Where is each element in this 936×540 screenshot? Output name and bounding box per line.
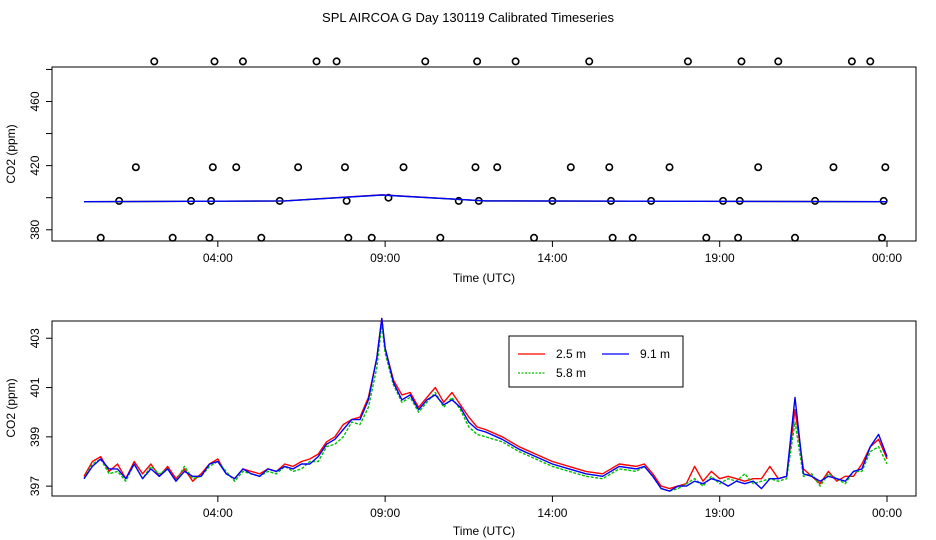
calibration-point xyxy=(774,57,783,66)
calibration-point xyxy=(294,163,303,172)
legend: 2.5 m 5.8 m 9.1 m xyxy=(508,335,684,388)
calibration-point xyxy=(340,163,349,172)
top-x-tick-label: 14:00 xyxy=(537,251,567,265)
calibration-point xyxy=(866,57,875,66)
top-x-tick-label: 00:00 xyxy=(872,251,902,265)
calibration-point xyxy=(473,57,482,66)
calibration-point xyxy=(208,163,217,172)
calibration-point xyxy=(605,163,614,172)
panel-calibrated-timeseries: 04:00 09:00 14:00 19:00 00:00 380 420 460 Time … xyxy=(4,57,917,285)
calibration-point xyxy=(150,57,159,66)
top-y-tick-label: 380 xyxy=(28,219,42,239)
calibration-point xyxy=(879,196,888,205)
bottom-y-tick-label: 399 xyxy=(28,427,42,447)
calibration-point xyxy=(454,196,463,205)
calibration-point xyxy=(367,233,376,242)
calibration-point xyxy=(342,196,351,205)
calibration-point xyxy=(399,163,408,172)
calibration-point xyxy=(566,163,575,172)
calibration-point xyxy=(168,233,177,242)
calibration-point xyxy=(238,57,247,66)
axis-ticks-top: 04:00 09:00 14:00 19:00 00:00 380 420 460 xyxy=(28,68,902,265)
x-axis-label-top: Time (UTC) xyxy=(453,271,515,285)
bottom-x-tick-label: 04:00 xyxy=(203,506,233,520)
calibration-point xyxy=(210,57,219,66)
calibration-point xyxy=(332,57,341,66)
calibration-point xyxy=(530,233,539,242)
top-y-tick-label: 460 xyxy=(28,91,42,111)
series-lines-bottom xyxy=(83,317,888,492)
calibration-point xyxy=(829,163,838,172)
calibration-point xyxy=(312,57,321,66)
y-axis-label-top: CO2 (ppm) xyxy=(4,124,18,183)
legend-label-2-5m: 2.5 m xyxy=(556,347,586,361)
calibration-point xyxy=(702,233,711,242)
axis-ticks-bottom: 04:00 09:00 14:00 19:00 00:00 397 399 401 403 xyxy=(28,328,902,520)
bottom-x-tick-label: 00:00 xyxy=(872,506,902,520)
top-x-tick-label: 09:00 xyxy=(370,251,400,265)
panel-height-series: 04:00 09:00 14:00 19:00 00:00 397 399 401 403 Ti… xyxy=(4,317,917,538)
y-axis-label-bottom: CO2 (ppm) xyxy=(4,378,18,437)
legend-label-5-8m: 5.8 m xyxy=(556,366,586,380)
calibration-point xyxy=(628,233,637,242)
calibration-point xyxy=(344,233,353,242)
calibration-point xyxy=(257,233,266,242)
calibration-point xyxy=(585,57,594,66)
chart-title: SPL AIRCOA G Day 130119 Calibrated Times… xyxy=(322,10,614,25)
calibration-point xyxy=(665,163,674,172)
calibration-point xyxy=(421,57,430,66)
bottom-y-tick-label: 401 xyxy=(28,377,42,397)
calibration-point xyxy=(232,163,241,172)
calibration-point xyxy=(471,163,480,172)
calibration-point xyxy=(790,233,799,242)
top-x-tick-label: 04:00 xyxy=(203,251,233,265)
series-line-bottom-9-1-m xyxy=(83,317,888,492)
series-lines-top xyxy=(83,194,888,203)
calibration-point xyxy=(96,233,105,242)
x-axis-label-bottom: Time (UTC) xyxy=(453,524,515,538)
calibration-point xyxy=(436,233,445,242)
plot-frame-bottom xyxy=(51,320,917,497)
calibration-point xyxy=(877,233,886,242)
calibration-point xyxy=(205,233,214,242)
calibration-point xyxy=(881,163,890,172)
top-y-tick-label: 420 xyxy=(28,155,42,175)
calibration-point xyxy=(511,57,520,66)
calibration-points xyxy=(96,57,890,242)
series-line-bottom-2-5-m xyxy=(83,317,888,490)
calibration-point xyxy=(734,233,743,242)
series-line-bottom-5-8-m xyxy=(83,322,888,492)
calibration-point xyxy=(608,233,617,242)
calibration-point xyxy=(493,163,502,172)
bottom-y-tick-label: 403 xyxy=(28,328,42,348)
legend-label-9-1m: 9.1 m xyxy=(640,347,670,361)
series-line-top-9-1-m xyxy=(83,194,888,203)
plot-frame-top xyxy=(51,66,917,242)
bottom-x-tick-label: 14:00 xyxy=(537,506,567,520)
bottom-x-tick-label: 19:00 xyxy=(705,506,735,520)
legend-box xyxy=(508,335,684,388)
bottom-x-tick-label: 09:00 xyxy=(370,506,400,520)
calibration-point xyxy=(754,163,763,172)
calibration-point xyxy=(131,163,140,172)
calibration-point xyxy=(847,57,856,66)
top-x-tick-label: 19:00 xyxy=(705,251,735,265)
calibration-point xyxy=(683,57,692,66)
calibration-point xyxy=(737,57,746,66)
bottom-y-tick-label: 397 xyxy=(28,476,42,496)
